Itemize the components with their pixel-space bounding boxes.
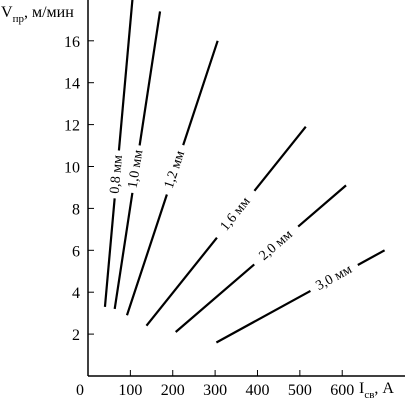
- y-axis-title-unit: , м/мин: [24, 4, 74, 21]
- y-tick-label: 2: [72, 327, 80, 344]
- x-axis-title-unit: , А: [374, 380, 394, 397]
- series-line: [174, 263, 255, 333]
- series-label: 1,2 мм: [162, 149, 188, 191]
- series-line: [138, 11, 162, 146]
- series-label: 3,0 мм: [314, 262, 355, 294]
- x-tick-label: 500: [288, 382, 312, 399]
- series-line: [113, 192, 134, 310]
- series-line: [103, 198, 116, 307]
- y-tick-label: 16: [64, 34, 80, 51]
- x-tick-label: 600: [330, 382, 354, 399]
- y-tick-label: 12: [64, 118, 80, 135]
- series-line: [357, 249, 386, 266]
- series-label: 2,0 мм: [257, 227, 296, 264]
- series-label: 1,0 мм: [126, 149, 147, 190]
- series-lines: [103, 0, 386, 344]
- x-axis-title-main: I: [359, 380, 364, 397]
- y-tick-label: 4: [72, 285, 80, 302]
- x-tick-label: 200: [161, 382, 185, 399]
- x-tick-label: 300: [203, 382, 227, 399]
- x-axis-title-sub: св: [364, 389, 374, 401]
- y-axis-title-main: V: [1, 4, 13, 21]
- y-axis-title: Vпр, м/мин: [1, 4, 74, 25]
- x-ticks: 100 200 300 400 500 600: [118, 370, 354, 399]
- series-line: [253, 126, 307, 192]
- origin-label: 0: [76, 382, 84, 399]
- series-line: [145, 236, 218, 327]
- series-label: 1,6 мм: [218, 194, 254, 234]
- x-axis-title: Iсв, А: [359, 380, 394, 401]
- series-line: [117, 0, 134, 151]
- y-tick-label: 6: [72, 243, 80, 260]
- y-tick-label: 10: [64, 160, 80, 177]
- series-label: 0,8 мм: [108, 154, 126, 194]
- x-tick-label: 100: [118, 382, 142, 399]
- series-line: [125, 194, 168, 316]
- y-ticks: 2 4 6 8 10 12 14 16: [64, 34, 94, 344]
- x-tick-label: 400: [245, 382, 269, 399]
- series-line: [182, 40, 219, 146]
- series-labels: 0,8 мм 1,0 мм 1,2 мм 1,6 мм2,0 мм 3,0 мм: [108, 149, 355, 294]
- y-tick-label: 14: [64, 76, 80, 93]
- series-line: [215, 289, 311, 344]
- y-axis-title-sub: пр: [13, 13, 25, 25]
- series-line: [297, 184, 347, 228]
- y-tick-label: 8: [72, 201, 80, 218]
